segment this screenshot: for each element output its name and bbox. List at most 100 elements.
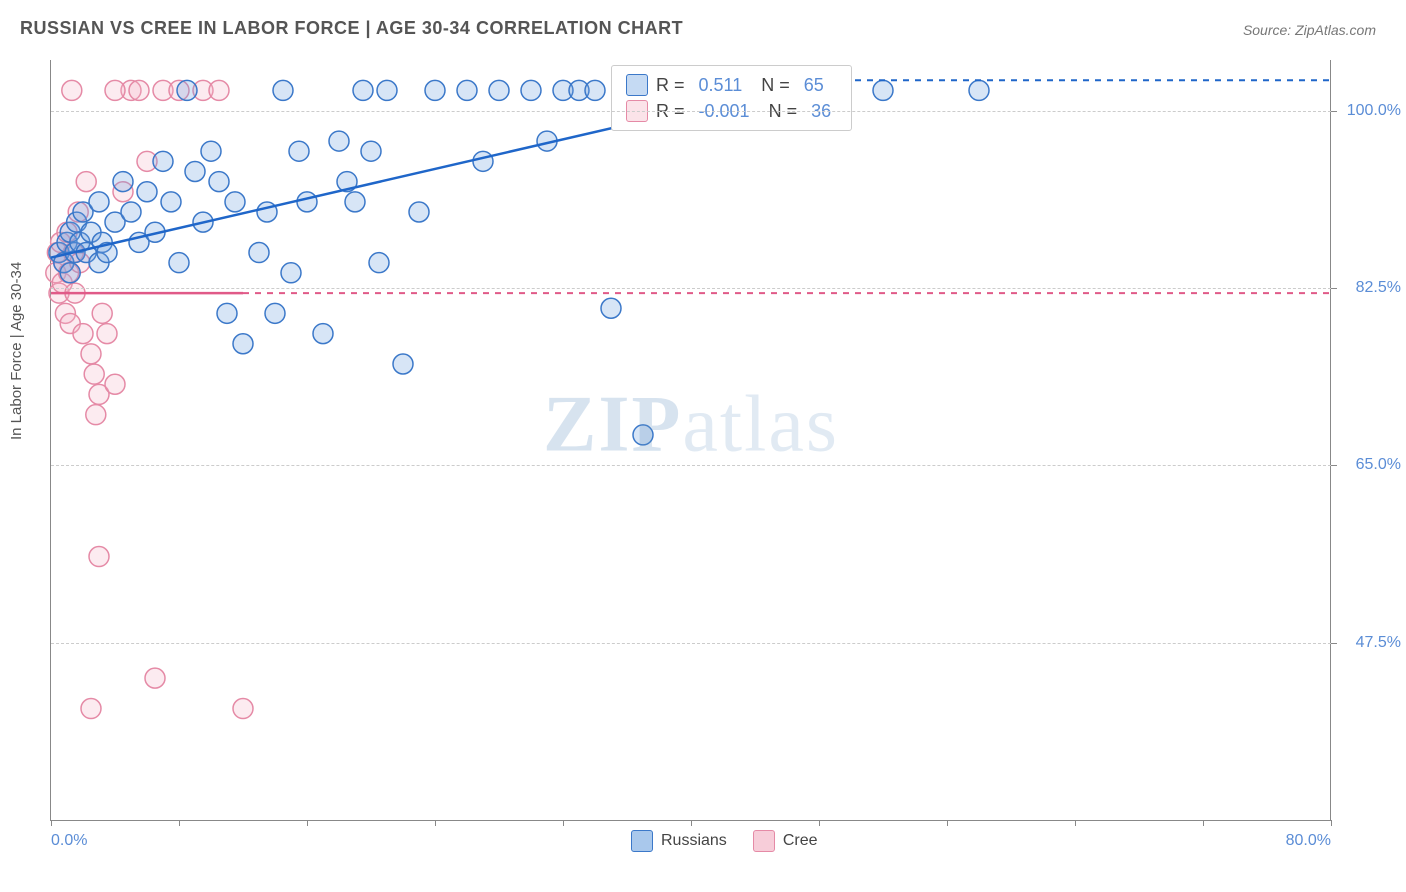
x-tick — [307, 820, 308, 826]
data-point — [633, 425, 653, 445]
data-point — [425, 80, 445, 100]
data-point — [201, 141, 221, 161]
x-tick — [947, 820, 948, 826]
data-point — [585, 80, 605, 100]
data-point — [873, 80, 893, 100]
correlation-legend: R =0.511 N =65R =-0.001 N =36 — [611, 65, 852, 131]
plot-svg — [51, 60, 1331, 820]
data-point — [489, 80, 509, 100]
data-point — [273, 80, 293, 100]
data-point — [289, 141, 309, 161]
data-point — [249, 243, 269, 263]
x-tick — [1331, 820, 1332, 826]
y-tick — [1331, 465, 1337, 466]
y-tick — [1331, 643, 1337, 644]
x-tick-label: 80.0% — [1286, 832, 1331, 850]
x-tick — [819, 820, 820, 826]
data-point — [161, 192, 181, 212]
y-tick-label: 82.5% — [1356, 279, 1401, 297]
data-point — [329, 131, 349, 151]
x-tick — [51, 820, 52, 826]
y-tick-label: 47.5% — [1356, 634, 1401, 652]
data-point — [217, 303, 237, 323]
y-axis-label: In Labor Force | Age 30-34 — [8, 262, 25, 440]
legend-r-label: R = — [656, 72, 685, 98]
data-point — [89, 547, 109, 567]
data-point — [369, 253, 389, 273]
y-tick-label: 100.0% — [1347, 102, 1401, 120]
data-point — [225, 192, 245, 212]
data-point — [473, 151, 493, 171]
data-point — [76, 172, 96, 192]
data-point — [521, 80, 541, 100]
legend-row: R = 0.511 N = 65 — [626, 72, 837, 98]
x-tick — [691, 820, 692, 826]
gridline — [51, 465, 1331, 466]
data-point — [361, 141, 381, 161]
x-tick — [435, 820, 436, 826]
x-tick-label: 0.0% — [51, 832, 87, 850]
legend-swatch — [626, 74, 648, 96]
data-point — [97, 324, 117, 344]
data-point — [153, 151, 173, 171]
x-tick — [1203, 820, 1204, 826]
y-tick — [1331, 111, 1337, 112]
data-point — [393, 354, 413, 374]
gridline — [51, 288, 1331, 289]
data-point — [297, 192, 317, 212]
data-point — [313, 324, 333, 344]
scatter-plot: ZIPatlas R =0.511 N =65R =-0.001 N =36 R… — [50, 60, 1331, 821]
data-point — [169, 253, 189, 273]
data-point — [62, 80, 82, 100]
data-point — [84, 364, 104, 384]
data-point — [601, 298, 621, 318]
data-point — [377, 80, 397, 100]
legend-n-value: 65 — [798, 72, 830, 98]
data-point — [145, 668, 165, 688]
data-point — [105, 80, 125, 100]
series-legend-item: Russians — [631, 830, 727, 852]
series-legend-label: Russians — [661, 832, 727, 850]
series-legend: Russians Cree — [631, 830, 818, 852]
x-tick — [1075, 820, 1076, 826]
gridline — [51, 111, 1331, 112]
legend-swatch — [631, 830, 653, 852]
data-point — [457, 80, 477, 100]
data-point — [185, 161, 205, 181]
x-tick — [179, 820, 180, 826]
data-point — [81, 699, 101, 719]
data-point — [60, 263, 80, 283]
series-legend-item: Cree — [753, 830, 818, 852]
y-tick-label: 65.0% — [1356, 456, 1401, 474]
data-point — [209, 80, 229, 100]
data-point — [89, 192, 109, 212]
data-point — [233, 699, 253, 719]
data-point — [969, 80, 989, 100]
source-label: Source: ZipAtlas.com — [1243, 22, 1376, 38]
legend-n-label: N = — [756, 72, 790, 98]
data-point — [129, 80, 149, 100]
gridline — [51, 643, 1331, 644]
series-legend-label: Cree — [783, 832, 818, 850]
data-point — [281, 263, 301, 283]
data-point — [353, 80, 373, 100]
data-point — [121, 202, 141, 222]
data-point — [233, 334, 253, 354]
data-point — [137, 182, 157, 202]
chart-title: RUSSIAN VS CREE IN LABOR FORCE | AGE 30-… — [20, 18, 683, 39]
data-point — [409, 202, 429, 222]
data-point — [345, 192, 365, 212]
data-point — [105, 374, 125, 394]
legend-swatch — [753, 830, 775, 852]
y-tick — [1331, 288, 1337, 289]
data-point — [113, 172, 133, 192]
data-point — [265, 303, 285, 323]
data-point — [92, 303, 112, 323]
data-point — [86, 405, 106, 425]
x-tick — [563, 820, 564, 826]
data-point — [81, 344, 101, 364]
data-point — [73, 324, 93, 344]
legend-r-value: 0.511 — [693, 72, 749, 98]
data-point — [177, 80, 197, 100]
data-point — [209, 172, 229, 192]
